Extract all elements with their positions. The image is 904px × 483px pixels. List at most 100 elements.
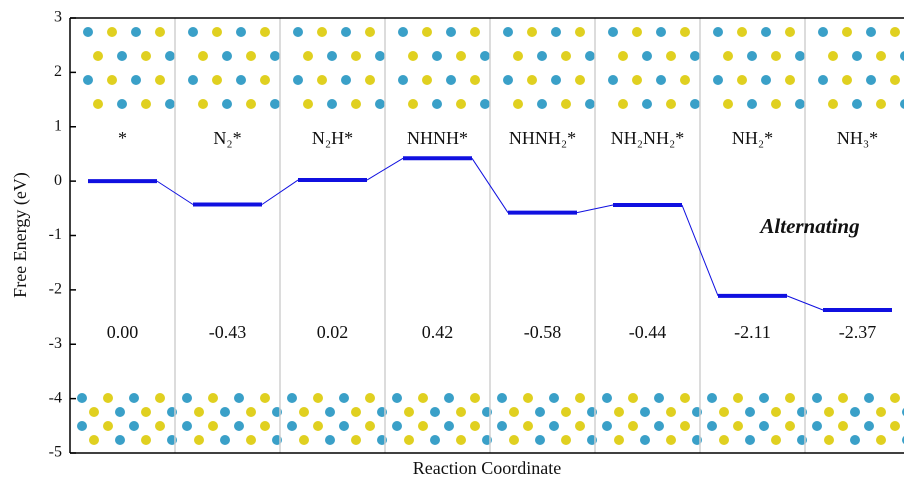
atom [103,421,113,431]
atom [236,75,246,85]
atom [654,421,664,431]
atom [260,421,270,431]
value-label: -0.44 [629,322,667,342]
atom [246,99,256,109]
atom [446,75,456,85]
atom [375,99,385,109]
atom [470,27,480,37]
atom [733,421,743,431]
atom [785,393,795,403]
y-tick-label: 3 [54,9,62,26]
atom [107,27,117,37]
atom [115,435,125,445]
atom [444,421,454,431]
atom [418,393,428,403]
atom [325,435,335,445]
atom [422,27,432,37]
atom [83,75,93,85]
atom [656,27,666,37]
atom [890,421,900,431]
atom [392,393,402,403]
atom [220,435,230,445]
atom [339,421,349,431]
category-label: N₂* [213,128,241,148]
atom [523,421,533,431]
atom [194,407,204,417]
atom [585,51,595,61]
atom [131,75,141,85]
atom [503,27,513,37]
atom [208,421,218,431]
page: Free Energy (eV) Reaction Coordinate Alt… [0,0,904,483]
atom [188,27,198,37]
atom [737,75,747,85]
atom [327,99,337,109]
atom [222,99,232,109]
atom [771,407,781,417]
atom [509,435,519,445]
category-label: * [118,128,127,148]
atom [864,421,874,431]
atom [77,421,87,431]
atom [89,407,99,417]
atom [812,421,822,431]
atom [733,393,743,403]
atom [575,75,585,85]
atom [713,75,723,85]
y-tick-label: -3 [49,335,62,352]
atom [549,421,559,431]
atom [444,393,454,403]
atom [165,51,175,61]
atom [771,99,781,109]
atom [864,393,874,403]
atom [327,51,337,61]
atom [351,407,361,417]
atom [537,99,547,109]
atom [628,393,638,403]
atom [680,27,690,37]
atom [876,51,886,61]
atom [850,435,860,445]
atom [680,421,690,431]
atom [761,75,771,85]
atom [303,51,313,61]
atom [422,75,432,85]
atom [432,51,442,61]
atom [430,435,440,445]
atom [642,51,652,61]
atom [293,75,303,85]
atom [713,27,723,37]
atom [456,435,466,445]
atom [509,407,519,417]
chart: Free Energy (eV) Reaction Coordinate Alt… [0,0,904,483]
value-label: 0.42 [422,322,454,342]
atom [723,99,733,109]
atom [747,99,757,109]
atom [398,27,408,37]
atom [470,421,480,431]
atom [640,435,650,445]
atom [850,407,860,417]
atom [666,435,676,445]
value-label: 0.00 [107,322,139,342]
atom [141,99,151,109]
atom [642,99,652,109]
atom [666,51,676,61]
atom [761,27,771,37]
y-tick-label: -1 [49,226,62,243]
atom [270,99,280,109]
y-tick-label: 0 [54,172,62,189]
atom [260,27,270,37]
atom [236,27,246,37]
atom [828,51,838,61]
atom [666,99,676,109]
atom [824,407,834,417]
atom [293,27,303,37]
atom [561,51,571,61]
atom [640,407,650,417]
atom [165,99,175,109]
atom [866,75,876,85]
atom [141,51,151,61]
atom [246,435,256,445]
atom [707,393,717,403]
